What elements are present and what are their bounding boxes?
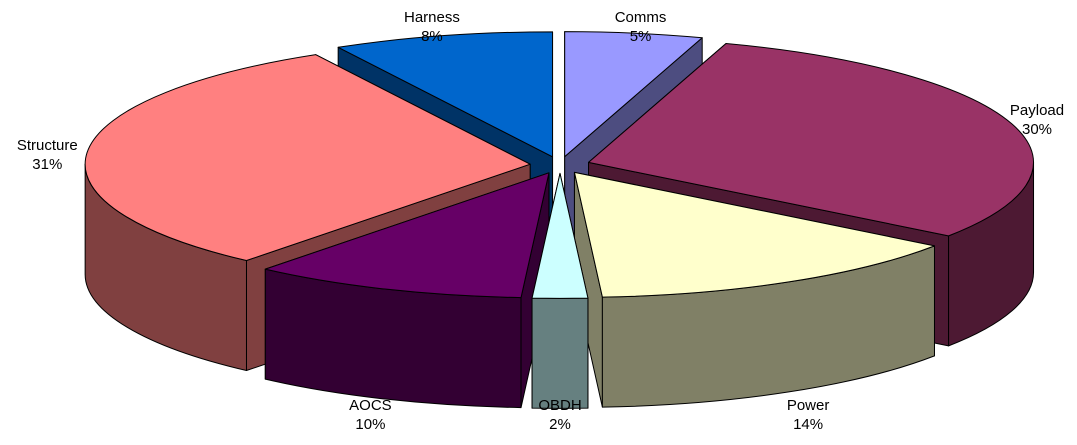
slice-name-obdh: OBDH: [538, 397, 581, 414]
slice-name-structure: Structure: [17, 137, 78, 154]
slice-comms-top: [564, 31, 703, 158]
slice-obdh-rim: [531, 297, 589, 409]
slice-name-comms: Comms: [615, 9, 667, 26]
slice-percent-harness: 8%: [421, 28, 443, 45]
slice-name-aocs: AOCS: [349, 397, 392, 414]
pie-slices: [84, 31, 1035, 409]
slice-percent-power: 14%: [793, 416, 823, 433]
slice-percent-obdh: 2%: [549, 416, 571, 433]
slice-percent-comms: 5%: [630, 28, 652, 45]
slice-obdh: [531, 172, 589, 409]
slice-power-top: [573, 171, 935, 298]
slice-label-payload: Payload 30%: [1010, 102, 1064, 138]
slice-name-power: Power: [787, 397, 830, 414]
slice-name-payload: Payload: [1010, 102, 1064, 119]
slice-label-aocs: AOCS 10%: [349, 397, 392, 433]
slice-label-structure: Structure 31%: [17, 137, 78, 173]
slice-obdh-top: [531, 172, 589, 299]
slice-label-harness: Harness 8%: [404, 9, 460, 45]
slice-payload-top: [588, 43, 1035, 237]
slice-percent-payload: 30%: [1022, 121, 1052, 138]
slice-power: [573, 171, 935, 408]
slice-percent-structure: 31%: [32, 156, 62, 173]
slice-aocs-top: [264, 172, 550, 299]
slice-percent-aocs: 10%: [355, 416, 385, 433]
slice-name-harness: Harness: [404, 9, 460, 26]
pie-labels: Comms 5% Payload 30% Power 14% OBDH 2% AOCS 10% St…: [17, 9, 1064, 433]
slice-label-comms: Comms 5%: [615, 9, 667, 45]
slice-label-obdh: OBDH 2%: [538, 397, 581, 433]
slice-harness-top: [337, 31, 554, 158]
slice-structure-top: [84, 54, 531, 262]
slice-label-power: Power 14%: [787, 397, 830, 433]
